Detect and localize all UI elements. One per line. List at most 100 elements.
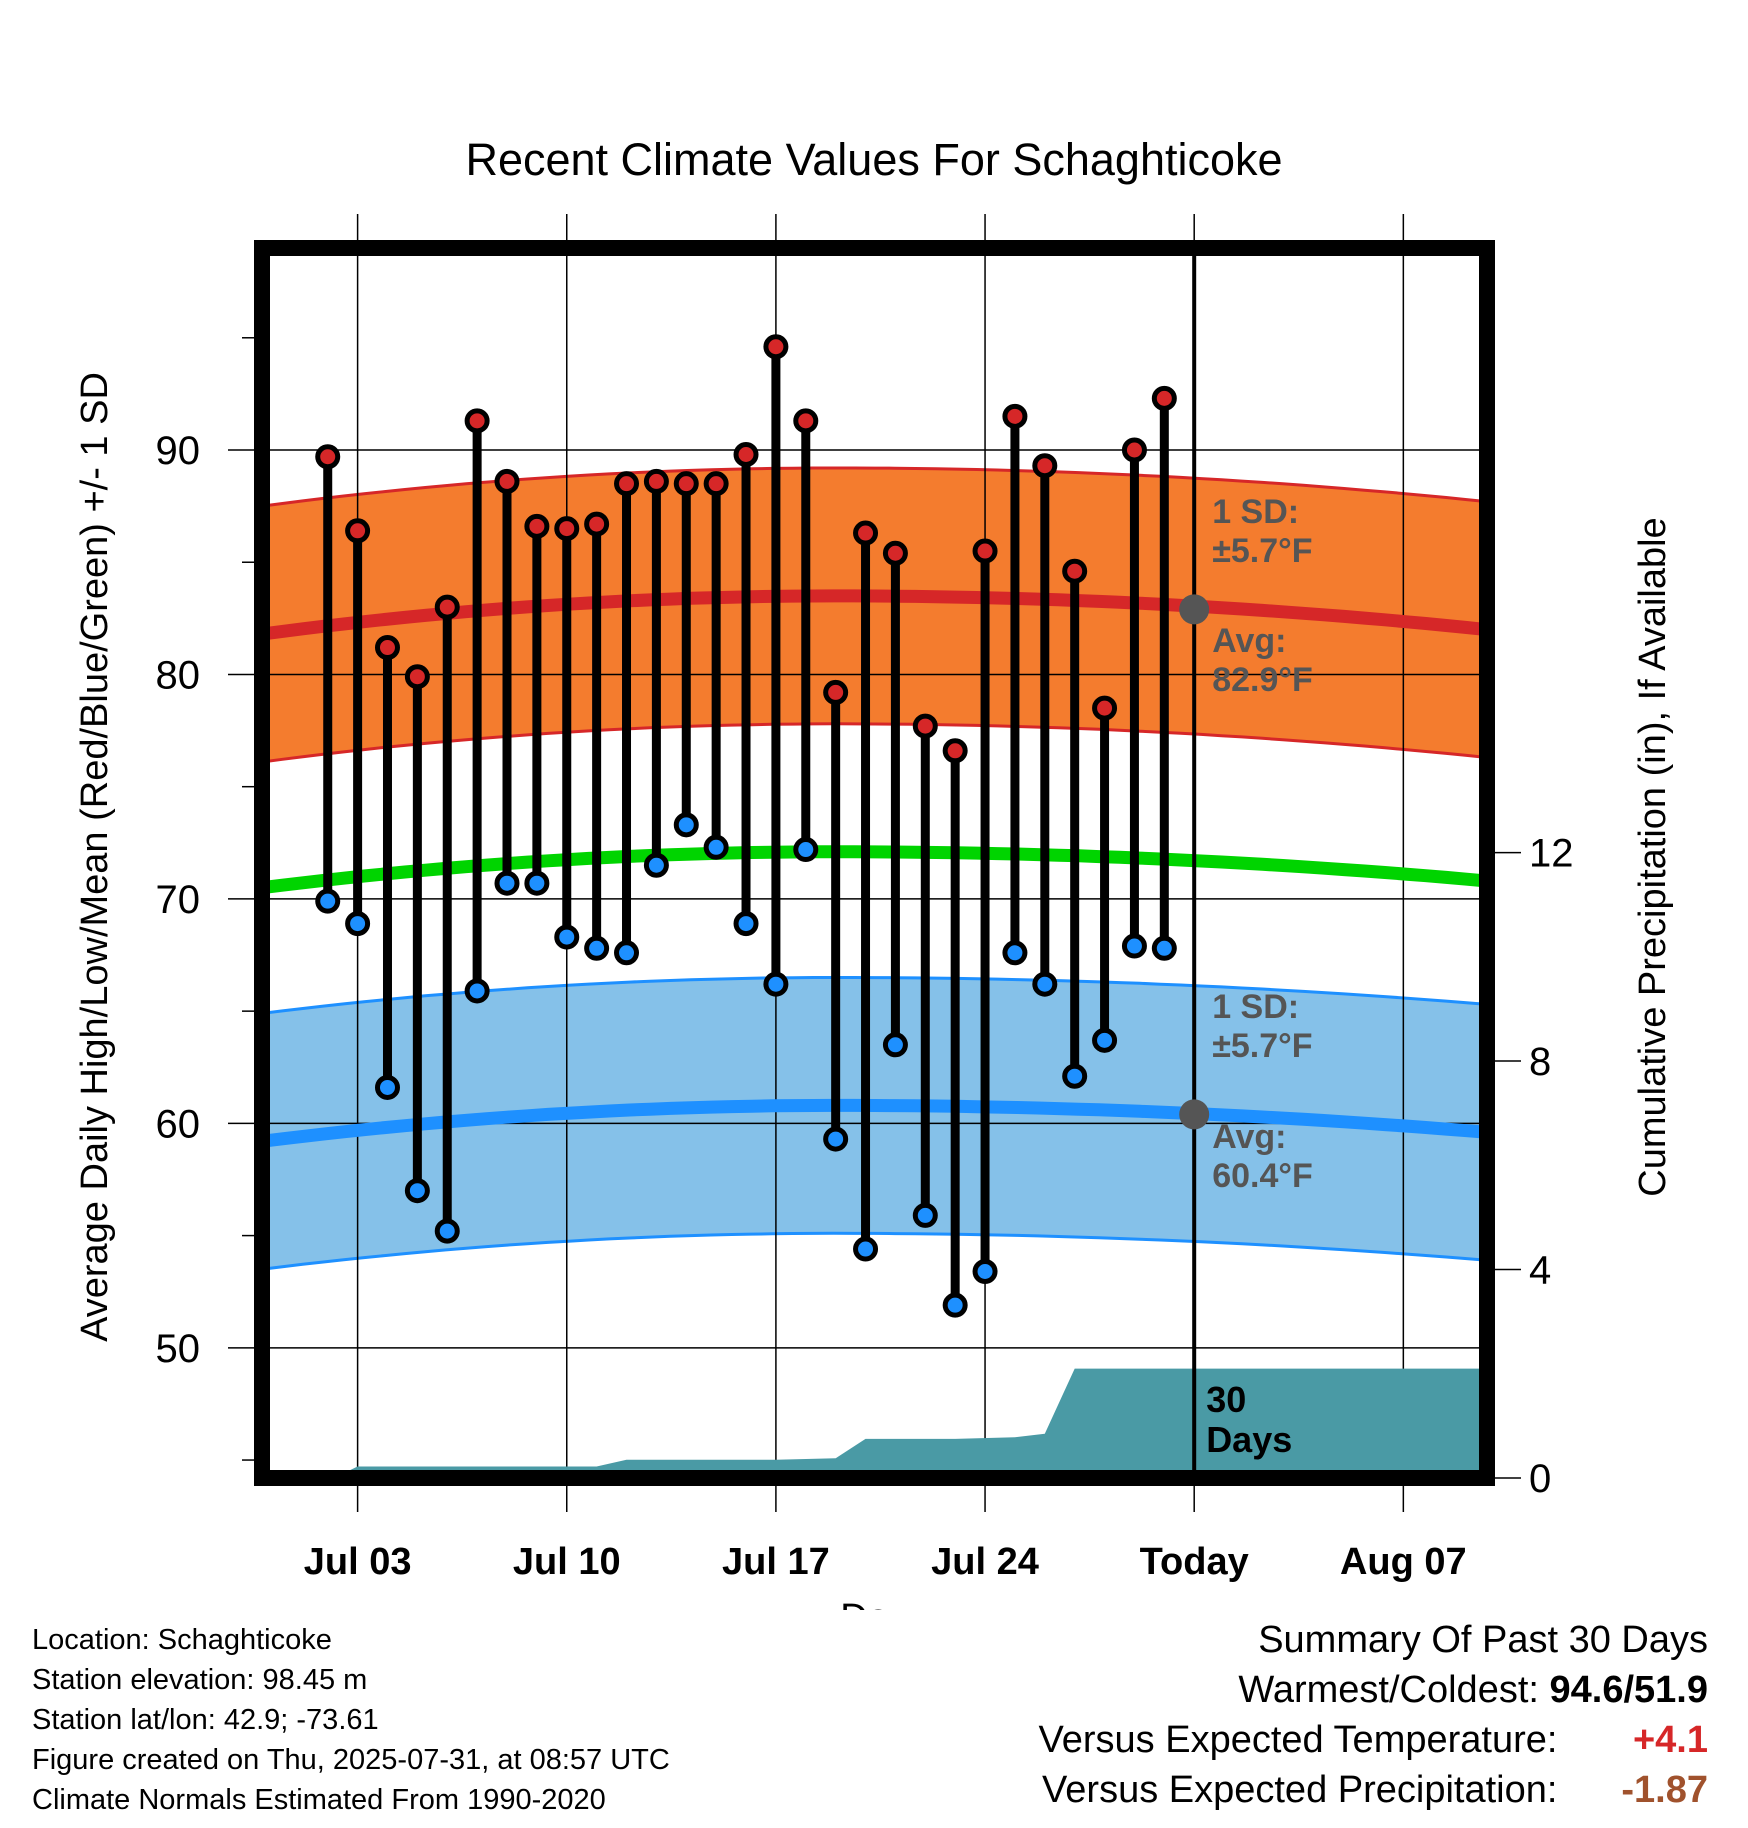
x-tick-label: Jul 24 [931,1541,1039,1583]
daily-low-point [1121,933,1147,959]
daily-high-point [972,538,998,564]
y2-tick-label: 12 [1529,832,1574,876]
x-tick-label: Jul 17 [722,1541,830,1583]
high-avg-value: 82.9°F [1212,661,1313,699]
daily-low-point [1151,935,1177,961]
x-axis-label: Day [840,1597,908,1610]
temp-label: Versus Expected Temperature: [1038,1719,1558,1761]
daily-high-point [434,594,460,620]
low-sd-lower-line [262,1231,1487,1271]
x-tick-label: Today [1140,1541,1249,1583]
created-text: Figure created on Thu, 2025-07-31, at 08… [32,1744,670,1776]
y2-tick-label: 4 [1529,1249,1551,1293]
warmest-row: Warmest/Coldest: 94.6/51.9 [1039,1665,1708,1715]
y-tick-label: 70 [156,878,201,922]
temp-value: +4.1 [1632,1719,1708,1761]
daily-low-point [404,1178,430,1204]
daily-low-point [853,1236,879,1262]
low-sd-value: ±5.7°F [1212,1027,1312,1065]
daily-high-point [763,334,789,360]
precip-area [262,1368,1487,1478]
daily-low-point [374,1074,400,1100]
daily-high-point [1002,403,1028,429]
daily-high-point [1062,558,1088,584]
chart-title: Recent Climate Values For Schaghticoke [465,134,1282,185]
y2-axis-label: Cumulative Precipitation (in), If Availa… [1632,517,1674,1196]
daily-low-point [673,812,699,838]
plot-frame [254,240,1495,1486]
y2-tick-label: 8 [1529,1040,1551,1084]
y-axis-label: Average Daily High/Low/Mean (Red/Blue/Gr… [74,372,116,1342]
warmest-label: Warmest/Coldest: [1238,1669,1539,1711]
x-tick-label: Jul 03 [304,1541,412,1583]
daily-low-point [1032,971,1058,997]
daily-high-point [404,664,430,690]
summary-title: Summary Of Past 30 Days [1258,1619,1708,1661]
daily-high-point [882,540,908,566]
daily-high-point [374,635,400,661]
y-tick-label: 90 [156,429,201,473]
daily-low-point [464,978,490,1004]
y-tick-label: 50 [156,1327,201,1371]
daily-high-point [315,444,341,470]
station-info: Location: Schaghticoke Station elevation… [32,1620,670,1820]
high-sd-upper-line [262,466,1487,508]
daily-low-point [1092,1027,1118,1053]
daily-high-point [1032,453,1058,479]
daily-low-point [942,1292,968,1318]
daily-low-point [972,1259,998,1285]
latlon-text: Station lat/lon: 42.9; -73.61 [32,1704,379,1736]
daily-high-point [733,441,759,467]
daily-high-point [703,471,729,497]
daily-low-point [703,834,729,860]
precip-label-line1: 30 [1206,1379,1246,1420]
daily-low-point [345,911,371,937]
daily-low-point [315,888,341,914]
axes: 50 60 70 80 90 0 4 8 12 Jul 03 Jul 10 Jul 17 Jul 24 T… [156,214,1574,1583]
daily-high-point [823,679,849,705]
daily-low-point [733,911,759,937]
daily-high-point [853,520,879,546]
daily-high-point [524,513,550,539]
daily-high-point [1121,437,1147,463]
climate-chart: Recent Climate Values For Schaghticoke 1… [74,134,1674,1610]
low-avg-line [262,1098,1487,1148]
daily-low-point [1002,940,1028,966]
daily-low-point [524,870,550,896]
daily-high-point [1151,385,1177,411]
high-avg-label: Avg: [1212,622,1286,660]
daily-high-point [912,713,938,739]
daily-high-point [673,471,699,497]
daily-low-point [494,870,520,896]
summary-panel: Summary Of Past 30 Days Warmest/Coldest:… [1039,1615,1708,1815]
daily-high-point [1092,695,1118,721]
daily-low-point [614,940,640,966]
daily-high-point [554,516,580,542]
precip-label: Versus Expected Precipitation: [1042,1769,1558,1811]
daily-low-point [793,837,819,863]
x-tick-label: Jul 10 [513,1541,621,1583]
daily-low-point [763,971,789,997]
daily-low-point [554,924,580,950]
y-tick-label: 60 [156,1102,201,1146]
daily-high-point [614,471,640,497]
daily-low-point [434,1218,460,1244]
daily-low-point [912,1202,938,1228]
warmest-value: 94.6/51.9 [1549,1669,1708,1711]
high-sd-value: ±5.7°F [1212,532,1312,570]
elevation-text: Station elevation: 98.45 m [32,1664,368,1696]
daily-high-point [643,468,669,494]
precip-row: Versus Expected Precipitation: -1.87 [1039,1765,1708,1815]
daily-high-point [793,408,819,434]
high-sd-lower-line [262,722,1487,764]
daily-low-point [584,935,610,961]
high-avg-marker [1179,594,1210,625]
precip-value: -1.87 [1621,1769,1708,1811]
low-avg-marker [1179,1099,1210,1130]
low-avg-value: 60.4°F [1212,1157,1313,1195]
location-text: Location: Schaghticoke [32,1624,332,1656]
daily-high-point [942,738,968,764]
high-sd-label: 1 SD: [1212,493,1299,531]
